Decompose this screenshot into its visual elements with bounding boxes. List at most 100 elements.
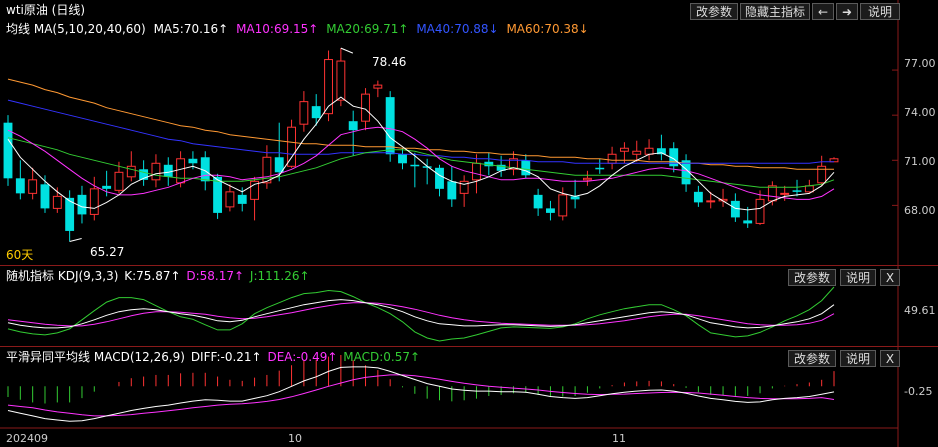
- kdj-close-button[interactable]: X: [880, 269, 900, 286]
- help-button[interactable]: 说明: [860, 3, 900, 20]
- candle-body: [373, 84, 383, 89]
- kdj-adjust-button[interactable]: 改参数: [788, 269, 836, 286]
- candle-body: [435, 167, 444, 189]
- candle-body: [472, 162, 481, 181]
- low-annotation: 65.27: [90, 245, 125, 259]
- candle-body: [693, 191, 703, 203]
- candle-body: [336, 60, 346, 101]
- kdj-name: 随机指标: [6, 269, 55, 283]
- candle-body: [582, 177, 592, 181]
- candle-body: [52, 195, 62, 209]
- candle-body: [410, 164, 420, 167]
- macd-axis-tick: -0.25: [904, 385, 933, 398]
- candle-body: [213, 176, 223, 213]
- kdj-k-value: K:75.87↑: [124, 269, 181, 283]
- candle-body: [188, 158, 198, 164]
- candle-body: [361, 93, 370, 122]
- candle-body: [459, 180, 469, 194]
- candle-body: [681, 160, 691, 185]
- ma-legend: 均线 MA(5,10,20,40,60) MA5:70.16↑ MA10:69.…: [6, 22, 589, 36]
- candle-body: [804, 185, 814, 193]
- candle-body: [287, 126, 296, 167]
- macd-diff-value: DIFF:-0.21↑: [190, 350, 262, 364]
- candle-body: [644, 147, 654, 155]
- ma60-line: [7, 78, 834, 170]
- macd-adjust-button[interactable]: 改参数: [788, 350, 836, 367]
- period-label: 60天: [6, 248, 34, 262]
- candle-body: [176, 158, 186, 184]
- kdj-j-line: [7, 286, 835, 342]
- next-arrow-button[interactable]: ➜: [836, 3, 858, 20]
- ma5-line: [7, 96, 835, 211]
- kdj-help-button[interactable]: 说明: [840, 269, 876, 286]
- ma5-value: MA5:70.16↑: [153, 22, 229, 36]
- candle-body: [225, 191, 235, 208]
- macd-help-button[interactable]: 说明: [840, 350, 876, 367]
- candle-body: [385, 97, 395, 155]
- kdj-j-value: J:111.26↑: [249, 269, 310, 283]
- candle-body: [533, 194, 543, 209]
- candle-body: [274, 157, 284, 173]
- candle-body: [139, 169, 149, 180]
- macd-name: 平滑异同平均线: [6, 350, 91, 364]
- kdj-params: KDJ(9,3,3): [57, 269, 119, 283]
- candle-body: [595, 167, 605, 170]
- kdj-d-value: D:58.17↑: [186, 269, 245, 283]
- candle-body: [767, 185, 777, 202]
- price-tick: 68.00: [904, 204, 936, 217]
- candle-body: [311, 106, 321, 119]
- candle-body: [496, 164, 506, 171]
- candle-body: [250, 180, 260, 200]
- candle-body: [669, 148, 679, 167]
- ma10-line: [7, 126, 835, 200]
- macd-dea-value: DEA:-0.49↑: [267, 350, 338, 364]
- macd-dea-line: [7, 374, 835, 417]
- candle-body: [324, 59, 333, 115]
- high-annotation: 78.46: [372, 55, 407, 69]
- x-axis-label: 10: [288, 432, 302, 445]
- candle-body: [15, 178, 25, 194]
- candle-body: [102, 185, 112, 189]
- candle-body: [521, 160, 531, 176]
- divider: [0, 265, 938, 266]
- candle-body: [40, 184, 50, 209]
- candle-body: [237, 194, 247, 204]
- macd-diff-line: [7, 366, 835, 422]
- candle-body: [65, 197, 75, 231]
- divider: [0, 346, 938, 347]
- candle-body: [546, 208, 555, 213]
- low-marker-line: [69, 237, 82, 242]
- candle-body: [422, 166, 432, 168]
- candle-body: [509, 158, 518, 170]
- macd-macd-value: MACD:0.57↑: [343, 350, 421, 364]
- ma20-line: [7, 137, 835, 188]
- hide-main-indicator-button[interactable]: 隐藏主指标: [740, 3, 810, 20]
- ma60-value: MA60:70.38↓: [506, 22, 589, 36]
- x-axis-label: 11: [612, 432, 626, 445]
- candle-body: [114, 171, 124, 191]
- kdj-axis-tick: 49.61: [904, 304, 936, 317]
- candle-body: [398, 154, 407, 164]
- candle-body: [3, 122, 13, 179]
- adjust-params-button[interactable]: 改参数: [690, 3, 738, 20]
- macd-close-button[interactable]: X: [880, 350, 900, 367]
- candle-body: [558, 194, 568, 217]
- candle-body: [151, 162, 161, 181]
- candle-body: [299, 101, 309, 125]
- candle-body: [348, 121, 358, 131]
- candle-body: [126, 165, 136, 178]
- candle-body: [706, 200, 716, 203]
- prev-arrow-button[interactable]: ←: [812, 3, 834, 20]
- price-tick: 74.00: [904, 106, 936, 119]
- kdj-k-line: [7, 299, 835, 329]
- kdj-d-line: [7, 302, 835, 327]
- candle-body: [656, 148, 666, 155]
- candle-body: [447, 181, 457, 200]
- macd-legend: 平滑异同平均线 MACD(12,26,9) DIFF:-0.21↑ DEA:-0…: [6, 350, 420, 364]
- candle-body: [607, 153, 617, 164]
- candle-body: [743, 220, 753, 224]
- ma40-value: MA40:70.88↓: [416, 22, 499, 36]
- candle-body: [28, 179, 38, 194]
- ma-legend-name: 均线: [6, 22, 31, 36]
